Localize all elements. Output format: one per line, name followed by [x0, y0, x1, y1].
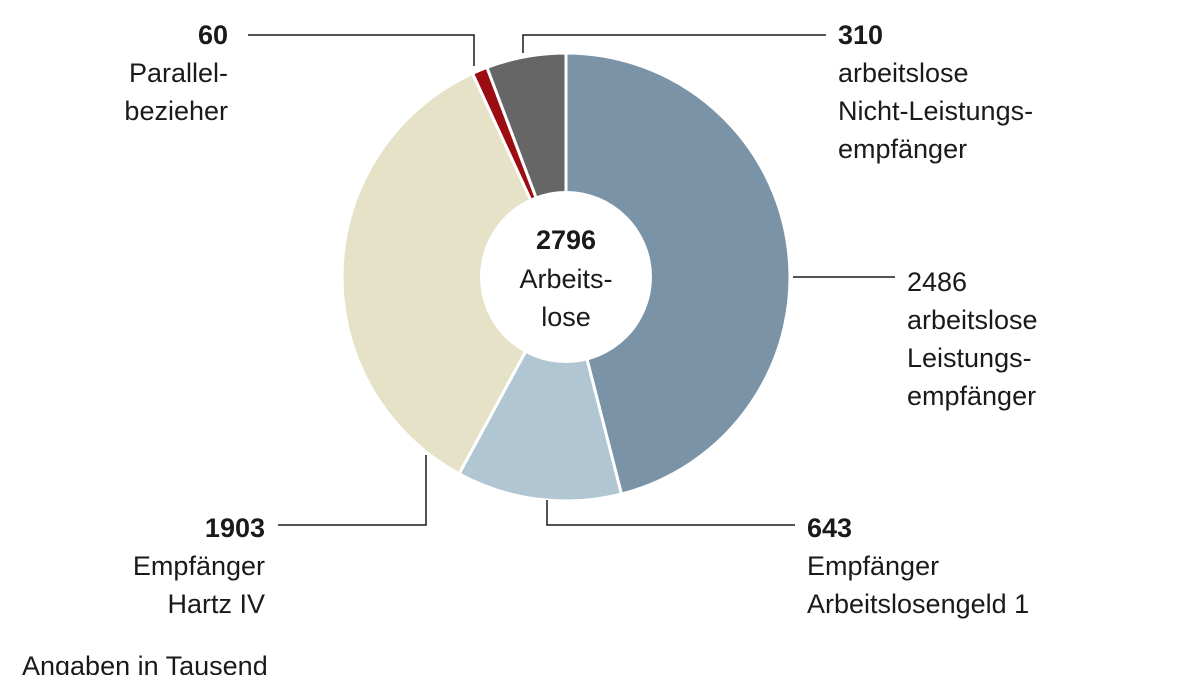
slice-label: Arbeitslosengeld 1: [807, 589, 1029, 619]
slice-label: arbeitslose: [907, 305, 1038, 335]
slice-label: empfänger: [838, 134, 967, 164]
leader-line: [278, 455, 427, 526]
leader-line: [546, 500, 795, 526]
slice-label: arbeitslose: [838, 58, 969, 88]
center-total: 2796: [536, 225, 596, 255]
leader-line: [248, 34, 475, 66]
slice-label: empfänger: [907, 381, 1036, 411]
leader-line: [522, 34, 826, 53]
value-label: 2486: [907, 267, 967, 297]
slice-label: Nicht-Leistungs-: [838, 96, 1033, 126]
slice-label: Empfänger: [807, 551, 939, 581]
value-label: 1903: [205, 513, 265, 543]
center-label: lose: [541, 302, 591, 332]
slice-label: bezieher: [124, 96, 228, 126]
slice-label: Leistungs-: [907, 343, 1032, 373]
pie-slice: [564, 51, 792, 496]
value-label: 310: [838, 20, 883, 50]
slice-label: Hartz IV: [167, 589, 265, 619]
value-label: 60: [198, 20, 228, 50]
donut-hole: [480, 191, 652, 363]
center-label: Arbeits-: [519, 264, 612, 294]
pie-slice: [457, 272, 624, 503]
note: Angaben in Tausend: [22, 651, 268, 675]
value-label: 643: [807, 513, 852, 543]
pie-slice: [340, 71, 568, 476]
slice-label: Empfänger: [133, 551, 265, 581]
slice-label: Parallel-: [129, 58, 228, 88]
